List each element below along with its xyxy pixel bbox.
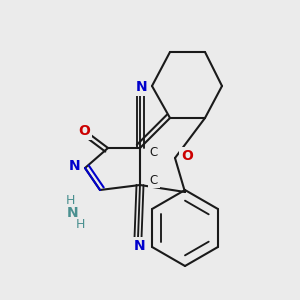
Text: N: N: [136, 80, 148, 94]
Text: N: N: [134, 239, 146, 253]
Text: C: C: [150, 146, 158, 160]
Text: N: N: [69, 159, 81, 173]
Text: O: O: [181, 149, 193, 163]
Text: N: N: [67, 206, 79, 220]
Text: C: C: [150, 173, 158, 187]
Text: O: O: [78, 124, 90, 138]
Text: H: H: [75, 218, 85, 232]
Text: H: H: [65, 194, 75, 206]
